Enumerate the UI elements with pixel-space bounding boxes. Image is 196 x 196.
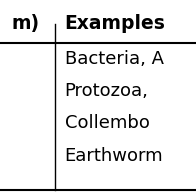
Text: Protozoa,: Protozoa, [65,82,149,100]
Text: Examples: Examples [65,14,166,33]
Text: m): m) [11,14,40,33]
Text: Bacteria, A: Bacteria, A [65,50,164,68]
Text: Earthworm: Earthworm [65,147,163,165]
Text: Collembo: Collembo [65,114,150,132]
